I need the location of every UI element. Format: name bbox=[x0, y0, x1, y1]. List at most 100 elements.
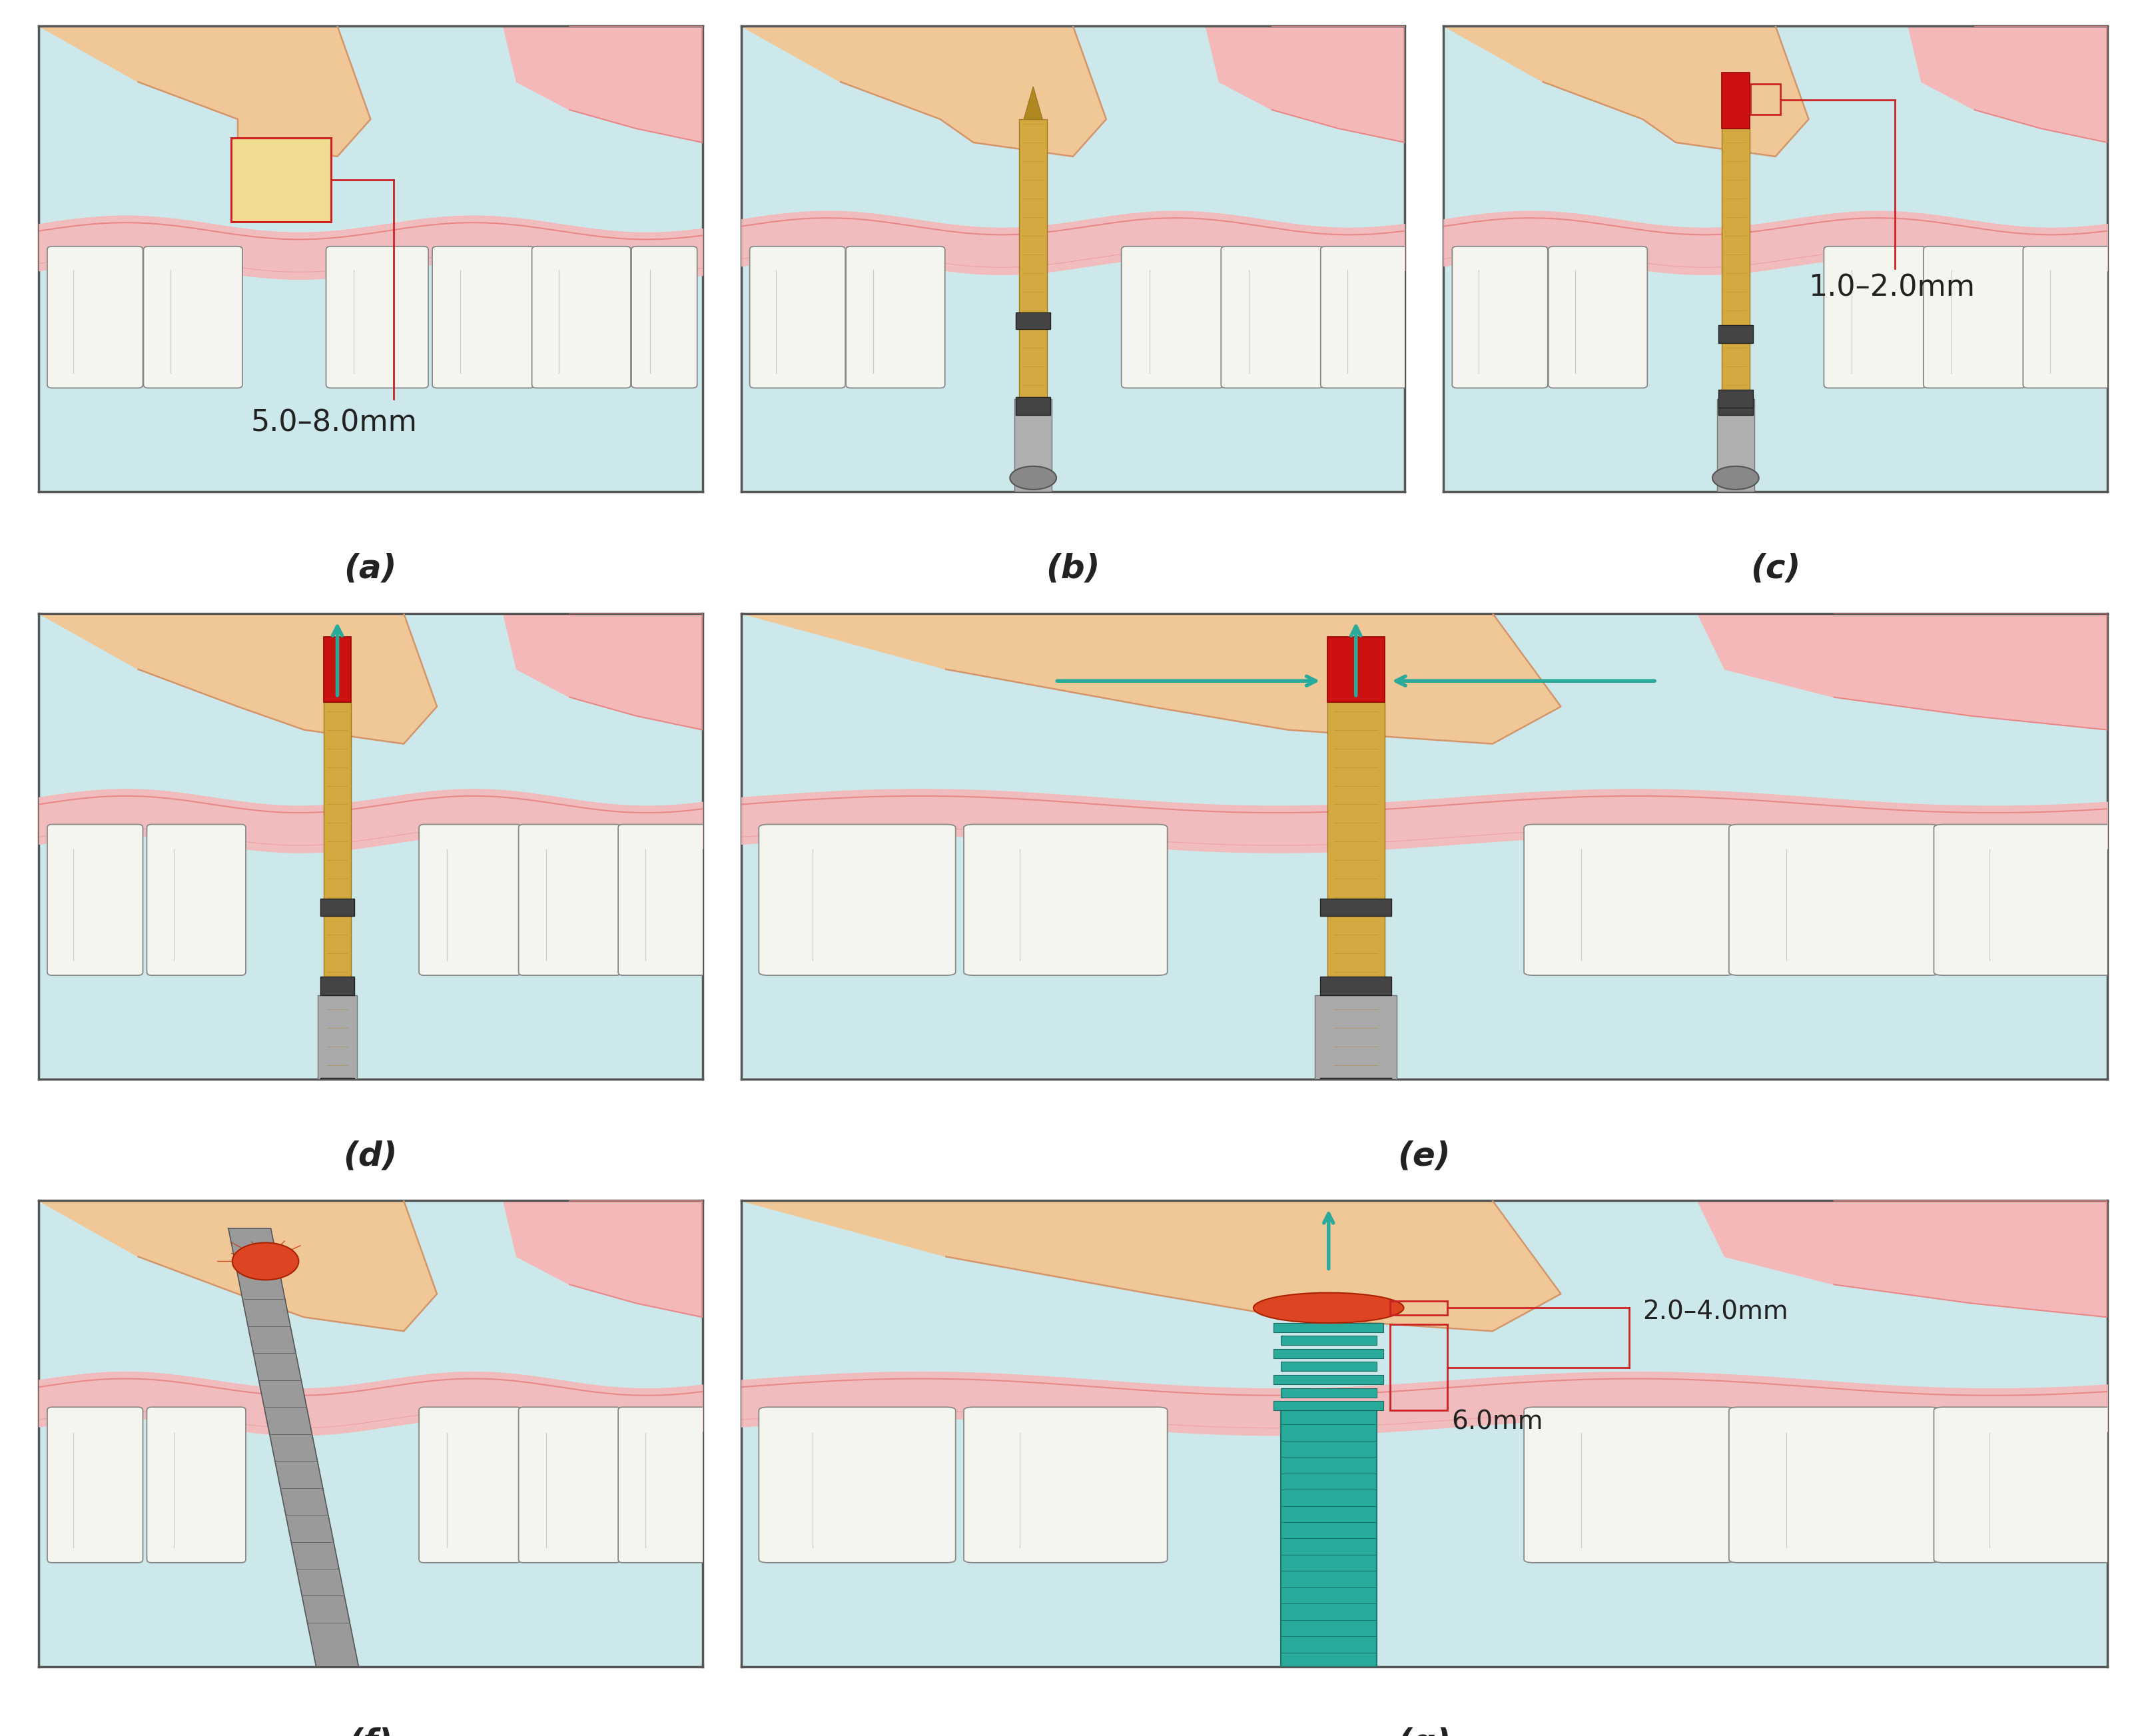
Polygon shape bbox=[39, 613, 438, 743]
FancyBboxPatch shape bbox=[1453, 247, 1547, 387]
Text: (b): (b) bbox=[1045, 552, 1101, 585]
Bar bbox=[1326, 637, 1384, 701]
FancyBboxPatch shape bbox=[964, 1408, 1167, 1562]
Bar bbox=[1281, 1335, 1376, 1345]
FancyBboxPatch shape bbox=[532, 247, 631, 387]
Bar bbox=[1719, 389, 1753, 408]
Bar bbox=[1391, 1325, 1446, 1410]
FancyBboxPatch shape bbox=[1934, 825, 2137, 976]
Text: 5.0–8.0mm: 5.0–8.0mm bbox=[251, 408, 418, 437]
Bar bbox=[1281, 1410, 1376, 1667]
Polygon shape bbox=[740, 1201, 1560, 1332]
Bar bbox=[1320, 1078, 1391, 1095]
Polygon shape bbox=[740, 26, 1105, 156]
FancyBboxPatch shape bbox=[1923, 247, 2026, 387]
Bar bbox=[1721, 128, 1749, 399]
FancyBboxPatch shape bbox=[326, 247, 429, 387]
FancyBboxPatch shape bbox=[964, 825, 1167, 976]
Ellipse shape bbox=[232, 1243, 298, 1279]
Bar bbox=[232, 137, 330, 222]
Bar bbox=[1273, 1349, 1384, 1358]
FancyBboxPatch shape bbox=[1221, 247, 1324, 387]
Bar bbox=[1751, 85, 1779, 115]
Bar bbox=[1273, 1375, 1384, 1384]
FancyBboxPatch shape bbox=[418, 825, 521, 976]
FancyBboxPatch shape bbox=[1524, 825, 1734, 976]
Bar bbox=[1281, 1309, 1376, 1319]
Polygon shape bbox=[1908, 26, 2107, 142]
FancyBboxPatch shape bbox=[144, 247, 242, 387]
Text: (e): (e) bbox=[1397, 1141, 1451, 1172]
Bar bbox=[1320, 977, 1391, 995]
Bar bbox=[1315, 995, 1397, 1080]
FancyBboxPatch shape bbox=[519, 825, 620, 976]
Text: 2.0–4.0mm: 2.0–4.0mm bbox=[1644, 1300, 1788, 1325]
Bar bbox=[1721, 73, 1749, 128]
FancyBboxPatch shape bbox=[1934, 1408, 2137, 1562]
Text: (c): (c) bbox=[1751, 552, 1800, 585]
Polygon shape bbox=[39, 1201, 438, 1332]
Text: 1.0–2.0mm: 1.0–2.0mm bbox=[1809, 274, 1974, 302]
Text: (f): (f) bbox=[348, 1727, 393, 1736]
FancyBboxPatch shape bbox=[1122, 247, 1223, 387]
Polygon shape bbox=[1024, 87, 1043, 120]
Text: 6.0mm: 6.0mm bbox=[1451, 1410, 1543, 1434]
Text: (d): (d) bbox=[343, 1141, 397, 1172]
FancyBboxPatch shape bbox=[1549, 247, 1648, 387]
Polygon shape bbox=[39, 26, 371, 156]
Bar bbox=[320, 899, 354, 917]
Bar bbox=[1717, 399, 1753, 491]
Bar bbox=[1015, 398, 1049, 415]
FancyBboxPatch shape bbox=[146, 825, 247, 976]
Bar bbox=[324, 637, 352, 701]
FancyBboxPatch shape bbox=[47, 825, 144, 976]
FancyBboxPatch shape bbox=[1824, 247, 1927, 387]
Polygon shape bbox=[504, 1201, 702, 1318]
Bar bbox=[1719, 398, 1753, 415]
Polygon shape bbox=[504, 613, 702, 729]
FancyBboxPatch shape bbox=[618, 1408, 717, 1562]
FancyBboxPatch shape bbox=[2024, 247, 2122, 387]
Ellipse shape bbox=[1011, 467, 1056, 490]
FancyBboxPatch shape bbox=[1730, 825, 1940, 976]
Polygon shape bbox=[227, 1229, 358, 1667]
Bar bbox=[1273, 1401, 1384, 1410]
Bar bbox=[1281, 1389, 1376, 1397]
FancyBboxPatch shape bbox=[846, 247, 944, 387]
Bar bbox=[1015, 312, 1049, 328]
Bar bbox=[1326, 701, 1384, 1080]
FancyBboxPatch shape bbox=[519, 1408, 620, 1562]
Bar bbox=[1019, 120, 1047, 399]
FancyBboxPatch shape bbox=[146, 1408, 247, 1562]
Bar bbox=[1391, 1300, 1446, 1314]
Bar bbox=[1719, 325, 1753, 342]
Polygon shape bbox=[1206, 26, 1406, 142]
Polygon shape bbox=[740, 613, 1560, 743]
Bar bbox=[1015, 399, 1052, 491]
Bar bbox=[1320, 899, 1391, 917]
FancyBboxPatch shape bbox=[418, 1408, 521, 1562]
FancyBboxPatch shape bbox=[760, 1408, 955, 1562]
FancyBboxPatch shape bbox=[631, 247, 697, 387]
Ellipse shape bbox=[1253, 1293, 1403, 1323]
Polygon shape bbox=[1697, 1201, 2107, 1318]
FancyBboxPatch shape bbox=[1524, 1408, 1734, 1562]
Bar bbox=[324, 701, 352, 1080]
Text: (a): (a) bbox=[343, 552, 397, 585]
Bar bbox=[1281, 1363, 1376, 1371]
FancyBboxPatch shape bbox=[431, 247, 534, 387]
Ellipse shape bbox=[1713, 467, 1760, 490]
Text: (g): (g) bbox=[1397, 1727, 1451, 1736]
Polygon shape bbox=[1444, 26, 1809, 156]
FancyBboxPatch shape bbox=[749, 247, 846, 387]
Polygon shape bbox=[1697, 613, 2107, 729]
FancyBboxPatch shape bbox=[47, 247, 144, 387]
Bar bbox=[320, 1078, 354, 1095]
FancyBboxPatch shape bbox=[47, 1408, 144, 1562]
Bar bbox=[1273, 1323, 1384, 1332]
FancyBboxPatch shape bbox=[1730, 1408, 1940, 1562]
FancyBboxPatch shape bbox=[618, 825, 717, 976]
FancyBboxPatch shape bbox=[1320, 247, 1419, 387]
Bar bbox=[320, 977, 354, 995]
Polygon shape bbox=[504, 26, 702, 142]
